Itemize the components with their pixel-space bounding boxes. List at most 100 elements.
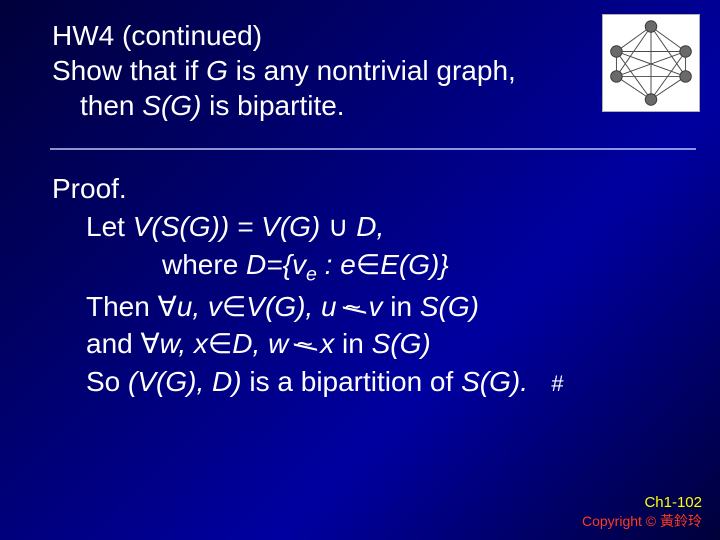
page-number: Ch1-102 bbox=[582, 494, 702, 513]
sym-V2: V bbox=[261, 211, 280, 242]
paren: ( bbox=[439, 291, 448, 322]
sym-u: u bbox=[177, 291, 193, 322]
problem-statement-line-2: then S(G) is bipartite. bbox=[52, 88, 600, 123]
comma: , bbox=[377, 211, 385, 242]
text-is-any-nontrivial-graph: is any nontrivial graph, bbox=[228, 55, 516, 86]
sym-x: x bbox=[194, 328, 208, 359]
sym-G: G bbox=[189, 211, 211, 242]
sep: , bbox=[305, 291, 321, 322]
sym-G2: G bbox=[289, 211, 311, 242]
sym-G6: G bbox=[400, 328, 422, 359]
sym-D: D bbox=[356, 211, 376, 242]
sym-S: S bbox=[161, 211, 180, 242]
paren: ) bbox=[311, 211, 320, 242]
sym-V: V bbox=[133, 211, 152, 242]
copyright-notice: Copyright © 黃鈴玲 bbox=[582, 513, 702, 531]
text-bipartition: is a bipartition of bbox=[242, 366, 461, 397]
subscript-e: e bbox=[306, 263, 317, 285]
paren: ) bbox=[220, 211, 229, 242]
sym-v2: v bbox=[208, 291, 222, 322]
sym-S2: S bbox=[420, 291, 439, 322]
slide-footer: Ch1-102 Copyright © 黃鈴玲 bbox=[582, 494, 702, 530]
text-in: in bbox=[382, 291, 419, 322]
hw4-continued-heading: HW4 (continued) bbox=[52, 18, 600, 53]
paren: ( bbox=[265, 291, 274, 322]
set-close: )} bbox=[430, 249, 449, 280]
sym-D2: D bbox=[246, 249, 266, 280]
symbol-S: S bbox=[142, 90, 161, 121]
paren: ) bbox=[511, 366, 520, 397]
sym-E: E bbox=[380, 249, 399, 280]
paren: ) bbox=[421, 328, 430, 359]
sym-G5: G bbox=[448, 291, 470, 322]
sep: , bbox=[196, 366, 212, 397]
sym-S3: S bbox=[372, 328, 391, 359]
sym-S4: S bbox=[461, 366, 480, 397]
period: . bbox=[520, 366, 528, 397]
text-so: So bbox=[86, 366, 128, 397]
symbol-G-inner: G bbox=[170, 90, 192, 121]
and-line: and ∀w, x∈D, w ~/ x in S(G) bbox=[52, 325, 680, 363]
let-line: Let V(S(G)) = V(G) ∪ D, bbox=[52, 208, 680, 246]
slide: HW4 (continued) Show that if G is any no… bbox=[0, 0, 720, 540]
proof-label: Proof. bbox=[52, 170, 680, 208]
sym-D3: D bbox=[232, 328, 252, 359]
proof-body: Proof. Let V(S(G)) = V(G) ∪ D, where D={… bbox=[52, 170, 680, 401]
end-of-proof-hash: # bbox=[551, 371, 563, 396]
text-then: then bbox=[80, 90, 142, 121]
slash-overlay: / bbox=[332, 301, 373, 317]
paren: ( bbox=[399, 249, 408, 280]
paren: ( bbox=[128, 366, 137, 397]
slide-title-block: HW4 (continued) Show that if G is any no… bbox=[52, 18, 600, 123]
element-of-icon: ∈ bbox=[356, 249, 380, 280]
not-adjacent-symbol: ~/ bbox=[344, 288, 360, 326]
sep: , bbox=[192, 291, 208, 322]
paren: ( bbox=[390, 328, 399, 359]
paren: ( bbox=[151, 211, 160, 242]
paren: ( bbox=[156, 366, 165, 397]
text-and: and bbox=[86, 328, 141, 359]
text-show-that-if: Show that if bbox=[52, 55, 206, 86]
not-adjacent-symbol: ~/ bbox=[296, 325, 312, 363]
forall-icon: ∀ bbox=[158, 291, 177, 322]
paren: ) bbox=[232, 366, 241, 397]
so-line: So (V(G), D) is a bipartition of S(G). # bbox=[52, 363, 680, 401]
element-of-icon: ∈ bbox=[208, 328, 232, 359]
paren-close: ) bbox=[192, 90, 201, 121]
paren: ( bbox=[480, 366, 489, 397]
sym-G7: G bbox=[165, 366, 187, 397]
colon: : bbox=[317, 249, 340, 280]
sym-V4: V bbox=[137, 366, 156, 397]
element-of-icon: ∈ bbox=[222, 291, 246, 322]
forall-icon: ∀ bbox=[141, 328, 160, 359]
paren: ( bbox=[179, 211, 188, 242]
text-where: where bbox=[162, 249, 246, 280]
symbol-G: G bbox=[206, 55, 228, 86]
problem-statement-line-1: Show that if G is any nontrivial graph, bbox=[52, 53, 600, 88]
slash-overlay: / bbox=[284, 339, 325, 355]
sym-e: e bbox=[340, 249, 356, 280]
cup-symbol: ∪ bbox=[320, 211, 356, 242]
graph-svg bbox=[603, 15, 699, 111]
text-let: Let bbox=[86, 211, 133, 242]
octahedron-graph-icon bbox=[602, 14, 700, 112]
sym-D4: D bbox=[212, 366, 232, 397]
sym-v: v bbox=[292, 249, 306, 280]
then-line: Then ∀u, v∈V(G), u ~/ v in S(G) bbox=[52, 288, 680, 326]
text-is-bipartite: is bipartite. bbox=[201, 90, 344, 121]
sym-G8: G bbox=[489, 366, 511, 397]
divider-line bbox=[50, 148, 696, 150]
paren-open: ( bbox=[161, 90, 170, 121]
eq: = bbox=[229, 211, 261, 242]
paren: ( bbox=[280, 211, 289, 242]
sym-V3: V bbox=[246, 291, 265, 322]
comma: , bbox=[253, 328, 261, 359]
sym-w: w bbox=[160, 328, 179, 359]
equals-set: ={ bbox=[266, 249, 292, 280]
text-in: in bbox=[334, 328, 371, 359]
sym-G3: G bbox=[408, 249, 430, 280]
where-line: where D={ve : e∈E(G)} bbox=[52, 246, 680, 288]
paren: ) bbox=[470, 291, 479, 322]
sep: , bbox=[178, 328, 194, 359]
text-then: Then bbox=[86, 291, 158, 322]
